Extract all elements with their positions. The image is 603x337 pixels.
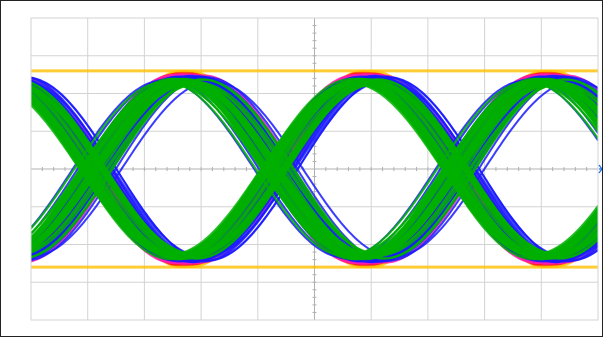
eye-trace — [31, 78, 598, 260]
eye-trace — [31, 80, 598, 258]
eye-trace — [31, 82, 598, 256]
eye-diagram-trace — [31, 69, 598, 269]
persistence-layer — [31, 77, 598, 261]
eye-trace — [31, 82, 598, 256]
plot-border — [30, 17, 599, 321]
eye-trace — [31, 78, 598, 260]
